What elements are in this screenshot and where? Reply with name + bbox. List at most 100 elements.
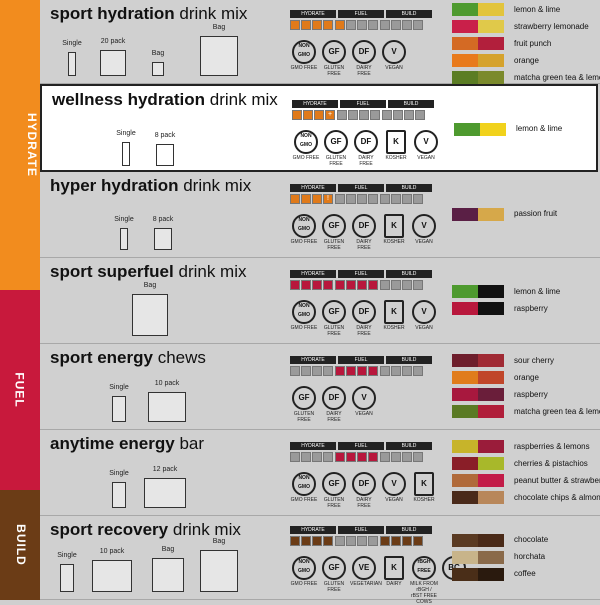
meter-cell	[368, 20, 378, 30]
flavor-swatch	[452, 533, 504, 547]
flavor-item[interactable]: passion fruit	[452, 207, 600, 222]
flavor-item[interactable]: chocolate chips & almonds	[452, 490, 600, 505]
sidebar-hydrate-label: HYDRATE	[25, 112, 40, 178]
badge-gf: GF GLUTEN FREE	[322, 130, 350, 167]
flavor-name: raspberry	[514, 303, 548, 313]
product-name: anytime energy	[50, 434, 175, 453]
badge-mark: NON GMO	[294, 130, 318, 154]
badge-k: K KOSHER	[380, 214, 408, 251]
meter-cell	[312, 194, 322, 204]
flavor-name: strawberry lemonade	[514, 21, 589, 31]
swatch-color	[478, 550, 504, 564]
swatch-color	[478, 388, 504, 401]
meter-cell	[348, 110, 358, 120]
meter-cell	[368, 366, 378, 376]
flavor-item[interactable]: raspberry	[452, 387, 600, 402]
meter-header: BUILD	[386, 270, 432, 278]
flavor-item[interactable]: strawberry lemonade	[452, 19, 600, 34]
meter-cell	[391, 20, 401, 30]
swatch-color	[478, 302, 504, 315]
flavor-item[interactable]: lemon & lime	[454, 122, 600, 137]
badge-gf: GF GLUTEN FREE	[320, 300, 348, 337]
meter-cell	[357, 366, 367, 376]
flavor-item[interactable]: raspberries & lemons	[452, 439, 600, 454]
badge-mark: NON GMO	[292, 472, 316, 496]
flavor-item[interactable]: matcha green tea & lemon	[452, 70, 600, 85]
badge-mark: V	[412, 214, 436, 238]
flavor-item[interactable]: chocolate	[452, 533, 600, 548]
badge-label: KOSHER	[385, 155, 407, 161]
swatch-color	[478, 285, 504, 298]
flavor-item[interactable]: sour cherry	[452, 353, 600, 368]
swatch-color	[480, 122, 506, 136]
package-label: 10 pack	[99, 548, 125, 555]
hydrate-fuel-build-meter: HYDRATE FUEL BUILD!	[290, 184, 432, 204]
box-pack-icon	[100, 50, 126, 76]
swatch-color	[478, 491, 504, 504]
flavor-swatch	[452, 285, 504, 298]
meter-cell	[323, 20, 333, 30]
flavor-item[interactable]: matcha green tea & lemon	[452, 404, 600, 419]
meter-cell	[323, 366, 333, 376]
meter-cell	[290, 280, 300, 290]
swatch-color	[478, 54, 504, 67]
product-name: hyper hydration	[50, 176, 179, 195]
meter-cell	[380, 194, 390, 204]
badge-mark: V	[412, 300, 436, 324]
flavor-item[interactable]: coffee	[452, 567, 600, 582]
product-format: chews	[157, 348, 206, 367]
hydrate-fuel-build-meter: HYDRATE FUEL BUILD	[290, 526, 432, 546]
badge-mark: DF	[352, 214, 376, 238]
meter-header: HYDRATE	[290, 184, 336, 192]
flavor-item[interactable]: raspberry	[452, 301, 600, 316]
meter-header: BUILD	[388, 100, 434, 108]
meter-cell	[290, 536, 300, 546]
package-label: Single	[62, 40, 82, 47]
badge-mark: K	[384, 214, 404, 238]
badge-v: V VEGAN	[380, 472, 408, 509]
product-title: sport superfuel drink mix	[50, 262, 247, 282]
product-name: sport hydration	[50, 4, 175, 23]
flavor-item[interactable]: fruit punch	[452, 36, 600, 51]
swatch-color	[452, 285, 478, 298]
flavor-item[interactable]: orange	[452, 53, 600, 68]
bag-icon	[200, 36, 238, 76]
meter-cell	[303, 110, 313, 120]
swatch-color	[478, 567, 504, 581]
swatch-color	[452, 302, 478, 315]
product-row: hyper hydration drink mix Single 8 pack HYD…	[40, 172, 600, 258]
package-label: Bag	[143, 282, 157, 289]
flavor-item[interactable]: peanut butter & strawberries	[452, 473, 600, 488]
bag-icon	[152, 558, 184, 592]
badge-label: DAIRY FREE	[358, 155, 374, 167]
meter-cell	[335, 452, 345, 462]
badge-df: DF DAIRY FREE	[350, 300, 378, 337]
meter-cell	[391, 452, 401, 462]
flavor-item[interactable]: cherries & pistachios	[452, 456, 600, 471]
meter-cell	[290, 20, 300, 30]
meter-cell	[357, 536, 367, 546]
flavor-item[interactable]: lemon & lime	[452, 284, 600, 299]
meter-cell	[391, 536, 401, 546]
badge-mark: V	[414, 130, 438, 154]
meter-header: FUEL	[338, 356, 384, 364]
badge-label: GMO FREE	[292, 155, 320, 161]
meter-cell	[312, 452, 322, 462]
flavor-item[interactable]: horchata	[452, 550, 600, 565]
swatch-color	[452, 54, 478, 67]
flavor-name: orange	[514, 372, 539, 382]
sidebar-build-label: BUILD	[13, 524, 28, 566]
bag-icon	[152, 62, 164, 76]
meter-cell	[402, 366, 412, 376]
badge-mark: VE	[352, 556, 376, 580]
flavor-swatch	[454, 122, 506, 136]
badge-label: GLUTEN FREE	[323, 497, 345, 509]
meter-cell	[368, 536, 378, 546]
meter-cell	[368, 280, 378, 290]
flavor-item[interactable]: lemon & lime	[452, 2, 600, 17]
swatch-color	[452, 533, 478, 547]
flavor-item[interactable]: orange	[452, 370, 600, 385]
flavor-swatch	[452, 474, 504, 487]
meter-cell	[357, 194, 367, 204]
package-label: Bag	[151, 50, 165, 57]
